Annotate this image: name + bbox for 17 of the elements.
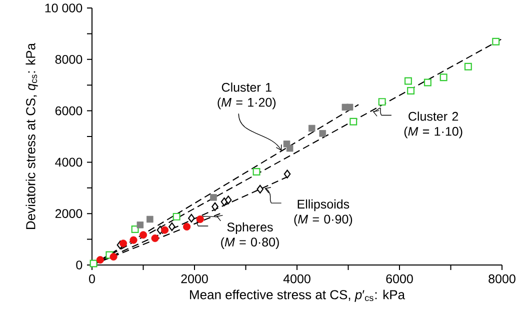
x-axis-title: Mean effective stress at CS, p′$_{cs}$: kPa [190, 290, 406, 302]
y-axis-title: Deviatoric stress at CS, q$_{cs}$: kPa [26, 42, 38, 229]
annotation: Cluster 1 (M = 1·20) [218, 82, 276, 110]
annotation: Cluster 2 (M = 1·10) [404, 112, 462, 138]
y-tick-label: 6000 [55, 106, 82, 116]
y-tick-label: 0 [76, 260, 82, 270]
y-tick-label: 4000 [55, 158, 82, 167]
y-tick-label: 8000 [55, 54, 82, 64]
x-tick-label: 4000 [283, 274, 310, 284]
x-tick-label: 8000 [488, 274, 516, 284]
x-tick-label: 6000 [386, 274, 413, 284]
annotation: Spheres (M = 0·80) [221, 222, 279, 249]
y-tick-label: 2000 [55, 209, 82, 218]
annotation: Ellipsoids (M = 0·90) [294, 199, 352, 226]
x-tick-label: 2000 [181, 274, 208, 284]
x-tick-label: 0 [89, 274, 95, 284]
y-tick-label: 10 000 [45, 4, 82, 12]
